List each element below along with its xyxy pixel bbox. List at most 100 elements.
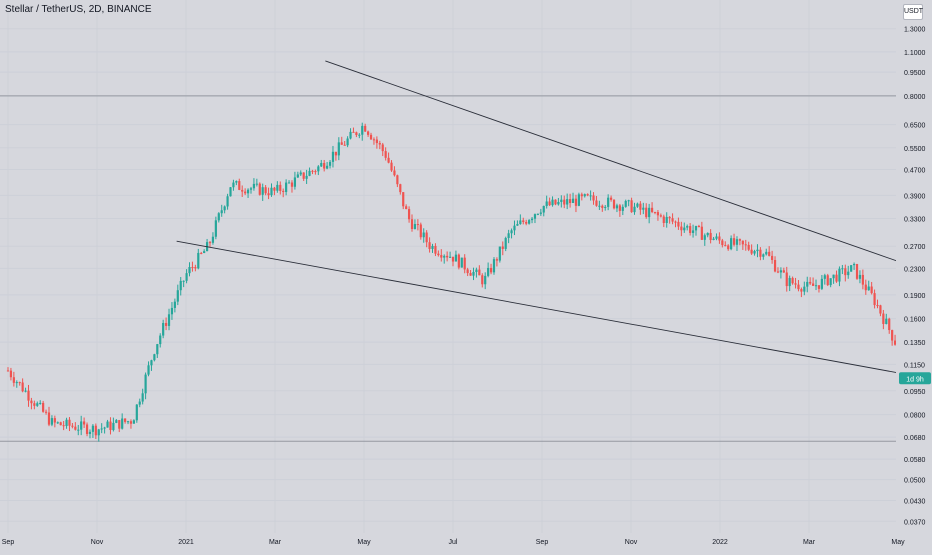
candle-body — [536, 213, 540, 215]
candle-body — [106, 421, 109, 428]
candle — [835, 270, 838, 283]
candle — [507, 229, 510, 244]
candle-body — [358, 134, 361, 136]
candle-body — [671, 218, 674, 222]
candle — [624, 199, 627, 208]
candle — [156, 343, 159, 359]
candle — [337, 137, 340, 161]
candle-body — [217, 213, 220, 221]
candle-body — [264, 187, 267, 194]
candle — [882, 309, 885, 330]
candle — [393, 166, 396, 177]
candle-body — [56, 422, 59, 424]
candle-body — [53, 418, 56, 423]
candle — [167, 308, 171, 331]
candle-body — [867, 286, 870, 291]
candle — [586, 193, 589, 197]
candle-body — [891, 330, 894, 341]
candle-body — [241, 189, 244, 192]
candle — [797, 280, 800, 292]
candle-body — [659, 215, 662, 217]
candle — [375, 136, 378, 149]
candle — [817, 285, 821, 293]
candle-body — [431, 245, 434, 249]
candles — [6, 122, 932, 442]
candle-body — [893, 340, 897, 345]
candle — [208, 240, 212, 247]
price-tick-label: 0.0950 — [904, 389, 926, 396]
candle-body — [835, 274, 838, 282]
candle-body — [457, 254, 460, 268]
candle — [715, 233, 718, 241]
candle-body — [21, 382, 24, 392]
candle — [691, 224, 695, 238]
candle — [27, 384, 30, 407]
candle-body — [94, 425, 97, 436]
candle-body — [797, 284, 800, 290]
candle-body — [460, 257, 463, 268]
price-axis: 1.3000 1.1000 0.9500 0.8000 0.6500 0.5500 0.47… — [896, 0, 932, 550]
price-tick-label: 0.8000 — [904, 94, 926, 101]
candle-body — [170, 307, 174, 315]
chart-title: Stellar / TetherUS, 2D, BINANCE — [5, 4, 152, 15]
candle — [484, 272, 487, 290]
candle-body — [323, 162, 326, 169]
price-tick-label: 0.1600 — [904, 317, 926, 324]
candle — [665, 212, 668, 228]
candle-body — [200, 252, 203, 254]
candle — [650, 202, 654, 214]
candle-body — [753, 251, 756, 254]
candle-body — [756, 249, 759, 252]
candle — [750, 244, 753, 255]
candle — [653, 211, 657, 215]
candle-body — [583, 194, 586, 197]
candle — [639, 201, 642, 215]
candle-body — [246, 189, 250, 194]
price-tick-label: 0.3300 — [904, 216, 926, 223]
candle — [448, 251, 452, 258]
candle-body — [858, 274, 862, 279]
candle — [390, 160, 393, 172]
candle — [533, 213, 537, 224]
candle-body — [680, 226, 683, 231]
candle-body — [888, 318, 891, 331]
candle — [724, 241, 727, 247]
candle — [852, 262, 856, 270]
candle — [141, 388, 144, 405]
candle-body — [77, 429, 80, 431]
candle-body — [214, 220, 217, 237]
candle-body — [390, 162, 393, 171]
candle — [709, 229, 712, 244]
candle — [633, 202, 636, 215]
candle-body — [255, 183, 258, 185]
candle — [33, 400, 36, 410]
candle — [680, 221, 683, 237]
candle-body — [434, 245, 437, 254]
candle-body — [44, 411, 48, 413]
price-tick-label: 0.4700 — [904, 168, 926, 175]
candle-body — [768, 251, 771, 256]
candle — [457, 253, 460, 270]
candle — [369, 132, 373, 140]
candle — [56, 421, 59, 424]
time-tick-label: 2021 — [178, 539, 194, 546]
candle — [768, 246, 771, 257]
candle — [571, 192, 575, 204]
candle-body — [273, 187, 276, 191]
candle-body — [62, 425, 65, 427]
candle-body — [440, 255, 443, 258]
time-axis: SepNov2021MarMayJulSepNov2022MarMayJulSe… — [0, 533, 905, 550]
candle — [217, 212, 220, 223]
candle — [340, 136, 343, 145]
candle — [88, 429, 92, 439]
currency-button[interactable]: USDT — [903, 4, 923, 20]
candle-body — [410, 219, 414, 230]
candle — [855, 263, 859, 280]
candle-body — [691, 230, 695, 233]
candle — [410, 214, 414, 232]
candle — [642, 202, 645, 215]
candle-body — [507, 233, 510, 238]
candle-body — [750, 249, 753, 254]
